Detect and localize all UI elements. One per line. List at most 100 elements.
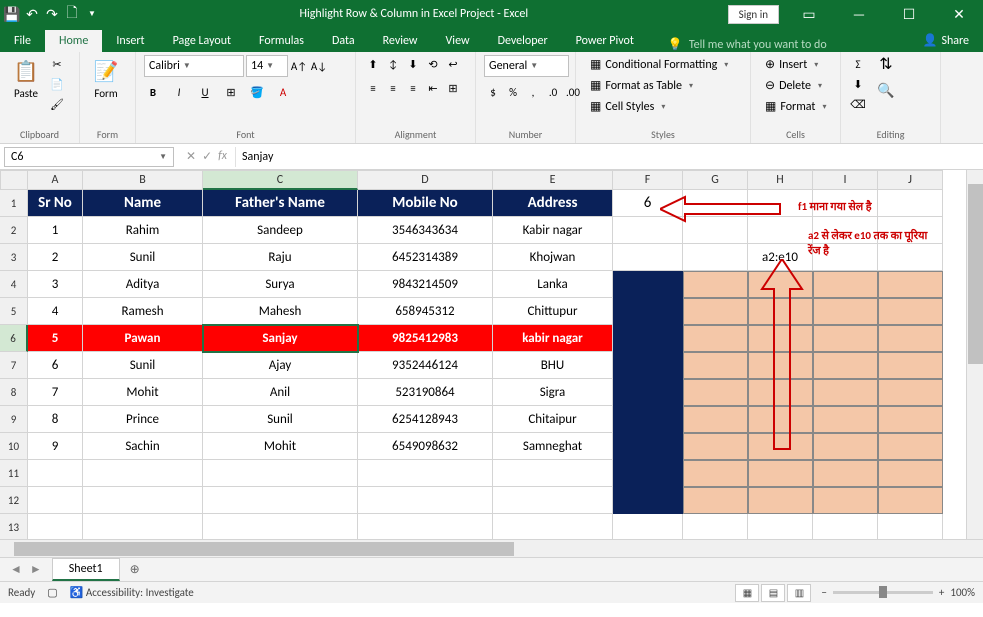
cell-A12[interactable]	[28, 487, 83, 514]
cell-F4[interactable]	[613, 271, 683, 298]
save-icon[interactable]: 💾	[4, 6, 20, 22]
cell-E7[interactable]: BHU	[493, 352, 613, 379]
cell-J1[interactable]	[878, 190, 943, 217]
cell-B11[interactable]	[83, 460, 203, 487]
undo-icon[interactable]: ↶	[24, 6, 40, 22]
cell-J8[interactable]	[878, 379, 943, 406]
cell-J9[interactable]	[878, 406, 943, 433]
column-header-C[interactable]: C	[203, 170, 358, 190]
maximize-icon[interactable]: ☐	[889, 0, 929, 28]
cell-D8[interactable]: 523190864	[358, 379, 493, 406]
autosum-icon[interactable]: Σ	[849, 55, 867, 73]
format-cells-button[interactable]: ▦Format▾	[759, 97, 832, 116]
cell-C11[interactable]	[203, 460, 358, 487]
comma-icon[interactable]: ,	[524, 83, 542, 101]
conditional-formatting-button[interactable]: ▦Conditional Formatting▾	[584, 55, 734, 74]
column-header-D[interactable]: D	[358, 170, 493, 190]
italic-button[interactable]: I	[170, 83, 188, 101]
cell-F10[interactable]	[613, 433, 683, 460]
cell-E9[interactable]: Chitaipur	[493, 406, 613, 433]
row-header-4[interactable]: 4	[0, 271, 28, 298]
cell-I11[interactable]	[813, 460, 878, 487]
currency-icon[interactable]: $	[484, 83, 502, 101]
row-header-8[interactable]: 8	[0, 379, 28, 406]
cell-E12[interactable]	[493, 487, 613, 514]
name-box-dropdown-icon[interactable]: ▼	[156, 152, 167, 162]
cell-A13[interactable]	[28, 514, 83, 539]
share-button[interactable]: 👤 Share	[908, 29, 983, 52]
cell-B6[interactable]: Pawan	[83, 325, 203, 352]
form-button[interactable]: 📝 Form	[88, 55, 124, 102]
ribbon-options-icon[interactable]: ▭	[789, 0, 829, 28]
cell-B2[interactable]: Rahim	[83, 217, 203, 244]
delete-cells-button[interactable]: ⊖Delete▾	[759, 76, 828, 95]
font-size-combo[interactable]: 14▼	[246, 55, 288, 77]
row-header-1[interactable]: 1	[0, 190, 28, 217]
cell-I6[interactable]	[813, 325, 878, 352]
row-header-2[interactable]: 2	[0, 217, 28, 244]
cell-D2[interactable]: 3546343634	[358, 217, 493, 244]
column-header-E[interactable]: E	[493, 170, 613, 190]
cell-F13[interactable]	[613, 514, 683, 539]
copy-icon[interactable]: 📄	[48, 75, 66, 93]
cell-F11[interactable]	[613, 460, 683, 487]
cell-B8[interactable]: Mohit	[83, 379, 203, 406]
cell-C8[interactable]: Anil	[203, 379, 358, 406]
cell-J13[interactable]	[878, 514, 943, 539]
cell-F3[interactable]	[613, 244, 683, 271]
cell-G4[interactable]	[683, 271, 748, 298]
minimize-icon[interactable]: —	[839, 0, 879, 28]
zoom-out-button[interactable]: −	[821, 586, 826, 599]
cell-E5[interactable]: Chittupur	[493, 298, 613, 325]
cell-J4[interactable]	[878, 271, 943, 298]
cell-B9[interactable]: Prince	[83, 406, 203, 433]
row-header-10[interactable]: 10	[0, 433, 28, 460]
cell-F9[interactable]	[613, 406, 683, 433]
cell-A11[interactable]	[28, 460, 83, 487]
decrease-indent-icon[interactable]: ⇤	[424, 79, 442, 97]
cell-A9[interactable]: 8	[28, 406, 83, 433]
cell-E11[interactable]	[493, 460, 613, 487]
cell-C3[interactable]: Raju	[203, 244, 358, 271]
tab-view[interactable]: View	[432, 30, 484, 52]
tab-power-pivot[interactable]: Power Pivot	[562, 30, 648, 52]
cell-B7[interactable]: Sunil	[83, 352, 203, 379]
cell-D3[interactable]: 6452314389	[358, 244, 493, 271]
row-header-12[interactable]: 12	[0, 487, 28, 514]
column-header-J[interactable]: J	[878, 170, 943, 190]
cell-D1[interactable]: Mobile No	[358, 190, 493, 217]
cell-C1[interactable]: Father's Name	[203, 190, 358, 217]
cell-J11[interactable]	[878, 460, 943, 487]
new-doc-icon[interactable]: 🗋	[64, 6, 80, 22]
cell-D5[interactable]: 658945312	[358, 298, 493, 325]
cell-C7[interactable]: Ajay	[203, 352, 358, 379]
redo-icon[interactable]: ↷	[44, 6, 60, 22]
cell-J10[interactable]	[878, 433, 943, 460]
vscroll-thumb[interactable]	[968, 184, 983, 364]
normal-view-button[interactable]: ▦	[735, 584, 759, 602]
cell-E10[interactable]: Samneghat	[493, 433, 613, 460]
add-sheet-button[interactable]: ⊕	[120, 559, 150, 580]
insert-cells-button[interactable]: ⊕Insert▾	[759, 55, 824, 74]
cell-C9[interactable]: Sunil	[203, 406, 358, 433]
enter-formula-icon[interactable]: ✓	[202, 149, 212, 164]
align-top-icon[interactable]: ⬆	[364, 55, 382, 73]
cell-G5[interactable]	[683, 298, 748, 325]
wrap-text-icon[interactable]: ↩	[444, 55, 462, 73]
align-left-icon[interactable]: ≡	[364, 79, 382, 97]
page-break-view-button[interactable]: ▥	[787, 584, 811, 602]
column-header-H[interactable]: H	[748, 170, 813, 190]
tab-developer[interactable]: Developer	[484, 30, 562, 52]
cell-C5[interactable]: Mahesh	[203, 298, 358, 325]
cell-A1[interactable]: Sr No	[28, 190, 83, 217]
cell-E8[interactable]: Sigra	[493, 379, 613, 406]
tab-home[interactable]: Home	[45, 30, 102, 52]
underline-button[interactable]: U	[196, 83, 214, 101]
tab-data[interactable]: Data	[318, 30, 369, 52]
cell-A2[interactable]: 1	[28, 217, 83, 244]
cell-J7[interactable]	[878, 352, 943, 379]
tab-formulas[interactable]: Formulas	[245, 30, 318, 52]
align-middle-icon[interactable]: ↕	[384, 55, 402, 73]
border-button[interactable]: ⊞	[222, 83, 240, 101]
cell-I5[interactable]	[813, 298, 878, 325]
